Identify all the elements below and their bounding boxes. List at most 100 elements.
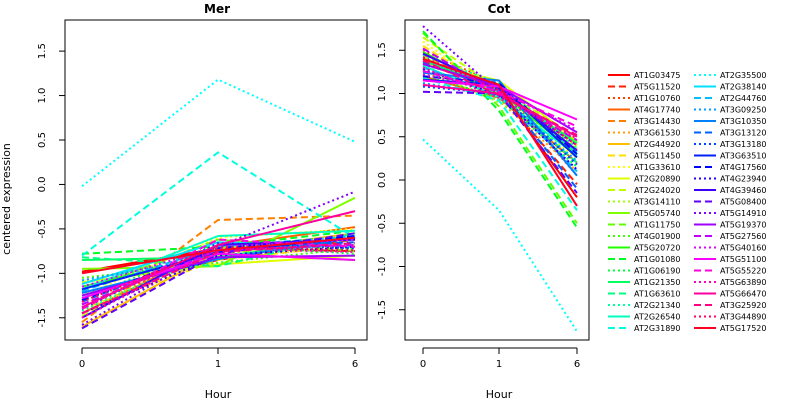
legend-label: AT3G13180 [720,140,766,149]
y-axis-label: centered expression [0,143,13,255]
mer-series-at2g35500 [81,78,356,187]
cot-series-at5g08400 [422,90,578,194]
mer-panel-title: Mer [204,2,230,16]
cot-y-axis: -1.5 -1.0 -0.5 0.0 0.5 1.0 1.5 [377,42,405,319]
mer-y-tick-label: 1.0 [37,88,48,104]
cot-series-at4g39460 [422,52,578,152]
cot-x-axis-label: Hour [486,388,513,400]
legend-label: AT1G03475 [634,71,680,80]
cot-series-at2g31890 [422,76,578,211]
cot-panel: Cot -1.5 -1.0 -0.5 0.0 0.5 1.0 1.5 0 1 6 Hour [377,2,590,400]
mer-y-tick-label: -1.0 [37,264,48,284]
cot-series-at1g01080 [422,30,578,229]
legend-label: AT4G17740 [634,106,680,115]
legend-label: AT5G55220 [720,267,766,276]
cot-series-at5g66470 [422,83,578,138]
legend-label: AT2G44920 [634,140,680,149]
cot-y-tick-label: -1.0 [377,257,388,277]
legend-label: AT2G24020 [634,186,680,195]
legend-label: AT3G13120 [720,129,766,138]
legend-label: AT1G10760 [634,94,680,103]
cot-panel-title: Cot [488,2,511,16]
cot-series-at5g55220 [422,70,578,128]
legend-label: AT4G39460 [720,186,766,195]
cot-y-tick-label: 1.0 [377,86,388,102]
mer-series-at3g09250 [81,242,356,282]
legend-label: AT4G23940 [720,175,766,184]
legend-label: AT5G20720 [634,244,680,253]
mer-x-tick-label: 0 [79,359,85,370]
legend-label: AT3G10350 [720,117,766,126]
legend-label: AT5G14910 [720,209,766,218]
legend-label: AT5G27560 [720,232,766,241]
legend-label: AT3G25920 [720,301,766,310]
mer-series-at3g25920 [81,242,356,315]
cot-x-axis: 0 1 6 [420,347,580,370]
mer-y-tick-label: 1.5 [37,43,48,59]
legend-label: AT2G38140 [720,83,766,92]
legend-label: AT1G21350 [634,278,680,287]
legend-label: AT3G63510 [720,152,766,161]
mer-series-lines [81,78,356,330]
mer-y-tick-label: 0.0 [37,176,48,192]
cot-y-tick-label: 1.5 [377,42,388,58]
cot-x-tick-label: 1 [496,359,502,370]
legend-label: AT3G14430 [634,117,680,126]
legend-label: AT5G17520 [720,324,766,333]
legend-label: AT2G20890 [634,175,680,184]
legend-label: AT3G09250 [720,106,766,115]
cot-series-at5g17520 [422,57,578,207]
legend-label: AT3G61530 [634,129,680,138]
cot-x-tick-label: 6 [574,359,580,370]
cot-series-at3g44890 [422,56,578,147]
legend: AT1G03475 AT5G11520 AT1G10760 AT4G17740 AT3G… [608,71,766,333]
legend-label: AT3G44890 [720,313,766,322]
legend-label: AT1G63610 [634,290,680,299]
legend-label: AT5G66470 [720,290,766,299]
mer-series-at3g44890 [81,245,356,303]
mer-x-tick-label: 1 [215,359,221,370]
cot-y-tick-label: 0.0 [377,172,388,188]
cot-y-tick-label: 0.5 [377,129,388,145]
mer-x-axis-label: Hour [205,388,232,400]
legend-label: AT2G44760 [720,94,766,103]
mer-x-tick-label: 6 [352,359,358,370]
cot-series-at5g63890 [422,66,578,140]
legend-label: AT5G40160 [720,244,766,253]
legend-label: AT1G06190 [634,267,680,276]
cot-series-at3g25920 [422,59,578,136]
legend-label: AT1G33610 [634,163,680,172]
cot-series-at2g35500 [422,138,578,332]
mer-series-at5g51100 [81,252,356,300]
legend-label: AT2G26540 [634,313,680,322]
legend-label: AT5G08400 [720,198,766,207]
cot-x-tick-label: 0 [420,359,426,370]
legend-label: AT2G35500 [720,71,766,80]
cot-series-at1g33610 [422,40,578,160]
legend-label: AT2G21340 [634,301,680,310]
mer-series-at5g66470 [81,210,356,309]
mer-series-at1g63610 [81,232,356,268]
mer-panel: Mer -1.5 -1.0 -0.5 0.0 0.5 1.0 1.5 0 1 6 Hour [37,2,368,400]
cot-y-tick-label: -0.5 [377,213,388,233]
cot-series-lines [422,25,578,332]
legend-label: AT1G11750 [634,221,680,230]
mer-series-at3g14110 [81,232,356,309]
mer-series-at5g63890 [81,247,356,319]
legend-label: AT5G05740 [634,209,680,218]
legend-label: AT5G63890 [720,278,766,287]
legend-label: AT2G31890 [634,324,680,333]
mer-y-tick-label: -0.5 [37,219,48,239]
legend-label: AT3G14110 [634,198,680,207]
legend-label: AT5G51100 [720,255,766,264]
cot-y-tick-label: -1.5 [377,300,388,320]
legend-label: AT4G01900 [634,232,680,241]
mer-series-at3g14430 [81,214,356,323]
legend-label: AT5G19370 [720,221,766,230]
mer-series-at5g17520 [81,236,356,275]
legend-label: AT1G01080 [634,255,680,264]
legend-label: AT5G11520 [634,83,680,92]
mer-y-axis: -1.5 -1.0 -0.5 0.0 0.5 1.0 1.5 [37,43,65,328]
mer-y-tick-label: -1.5 [37,308,48,328]
